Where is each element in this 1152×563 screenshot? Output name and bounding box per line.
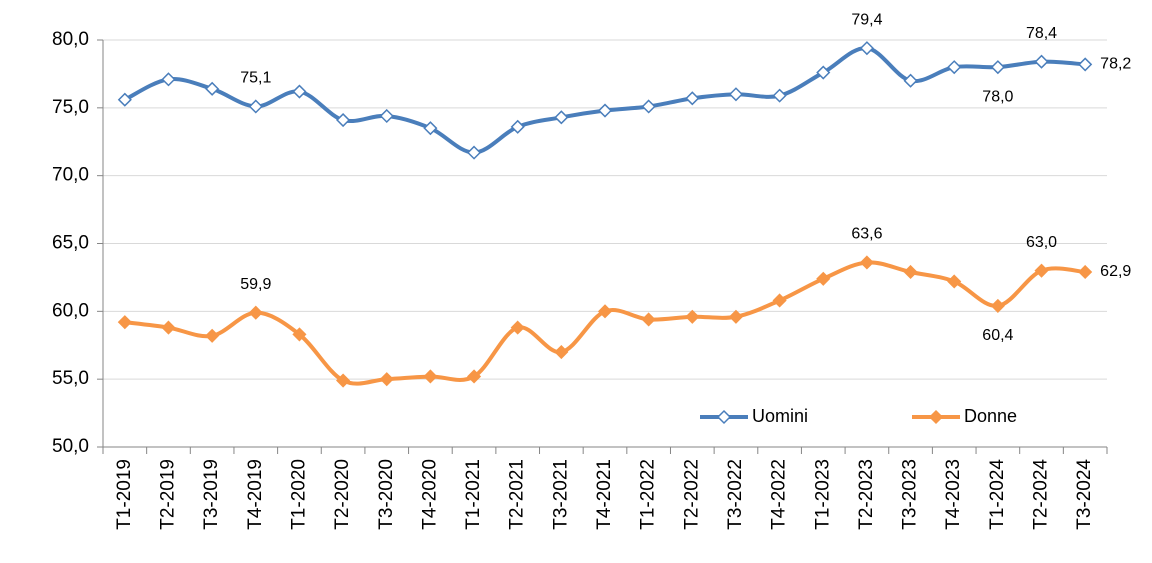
x-tick-label: T3-2022 xyxy=(725,459,746,530)
legend-marker xyxy=(928,409,944,425)
point-marker xyxy=(336,112,351,128)
point-marker xyxy=(816,271,831,286)
data-label: 79,4 xyxy=(851,11,882,28)
x-tick-label: T1-2021 xyxy=(463,459,484,530)
point-marker xyxy=(947,274,962,289)
data-label: 78,2 xyxy=(1100,56,1131,73)
point-marker xyxy=(685,309,700,324)
x-tick-label: T2-2023 xyxy=(856,459,877,530)
point-marker xyxy=(379,108,394,124)
y-tick-label: 80,0 xyxy=(52,29,89,50)
point-marker xyxy=(248,305,263,320)
y-tick-label: 65,0 xyxy=(52,233,89,254)
data-label: 75,1 xyxy=(240,70,271,87)
point-marker xyxy=(859,255,874,270)
point-marker xyxy=(205,328,220,343)
point-marker xyxy=(597,103,613,118)
point-marker xyxy=(336,373,351,388)
point-marker xyxy=(772,293,787,308)
legend-label: Donne xyxy=(964,406,1017,426)
y-tick-label: 60,0 xyxy=(52,300,89,321)
x-tick-label: T3-2023 xyxy=(900,459,921,530)
x-tick-label: T4-2022 xyxy=(769,459,790,530)
point-marker xyxy=(117,315,132,330)
x-tick-label: T1-2023 xyxy=(812,459,833,530)
series-line xyxy=(124,260,1086,386)
point-marker xyxy=(903,73,918,88)
point-marker xyxy=(248,99,263,114)
point-marker xyxy=(859,41,874,56)
point-marker xyxy=(466,369,482,384)
x-tick-label: T3-2019 xyxy=(201,459,222,530)
x-tick-label: T4-2023 xyxy=(943,459,964,530)
data-label: 62,9 xyxy=(1100,263,1131,280)
point-marker xyxy=(772,88,787,103)
x-tick-label: T1-2020 xyxy=(288,459,309,530)
point-marker xyxy=(641,99,656,114)
x-tick-label: T4-2020 xyxy=(419,459,440,530)
legend-marker xyxy=(716,409,732,425)
x-tick-label: T3-2024 xyxy=(1074,459,1095,530)
point-marker xyxy=(205,81,220,96)
point-marker xyxy=(947,60,962,75)
point-marker xyxy=(728,309,744,324)
data-label: 63,0 xyxy=(1026,234,1057,251)
point-marker xyxy=(510,119,525,134)
x-tick-label: T3-2021 xyxy=(550,459,571,530)
series-line xyxy=(123,46,1086,155)
y-tick-label: 50,0 xyxy=(52,436,89,457)
point-marker xyxy=(554,344,569,360)
point-marker xyxy=(990,60,1005,75)
x-tick-label: T2-2019 xyxy=(157,459,178,530)
x-tick-label: T2-2022 xyxy=(681,459,702,530)
x-tick-label: T1-2019 xyxy=(114,459,135,530)
y-tick-label: 55,0 xyxy=(52,368,89,389)
point-marker xyxy=(379,372,394,387)
x-tick-label: T3-2020 xyxy=(376,459,397,530)
point-marker xyxy=(685,91,700,106)
data-label: 59,9 xyxy=(240,276,271,293)
point-marker xyxy=(816,65,831,80)
x-tick-label: T1-2022 xyxy=(638,459,659,530)
point-marker xyxy=(161,320,176,335)
point-marker xyxy=(292,84,307,99)
data-label: 78,4 xyxy=(1026,25,1057,42)
point-marker xyxy=(423,121,438,136)
point-marker xyxy=(466,145,482,160)
point-marker xyxy=(597,304,613,319)
data-label: 78,0 xyxy=(982,88,1013,105)
point-marker xyxy=(641,312,656,327)
x-tick-label: T4-2021 xyxy=(594,459,615,530)
point-marker xyxy=(1078,264,1093,280)
point-marker xyxy=(161,72,176,87)
point-marker xyxy=(292,327,307,342)
point-marker xyxy=(728,87,744,102)
x-tick-label: T2-2020 xyxy=(332,459,353,530)
x-tick-label: T1-2024 xyxy=(987,459,1008,530)
point-marker xyxy=(1034,54,1049,69)
point-marker xyxy=(117,92,132,107)
point-marker xyxy=(990,298,1005,313)
point-marker xyxy=(903,264,918,280)
point-marker xyxy=(554,110,569,125)
x-tick-label: T4-2019 xyxy=(245,459,266,530)
point-marker xyxy=(1034,263,1049,278)
data-label: 60,4 xyxy=(982,327,1013,344)
point-marker xyxy=(1078,57,1093,72)
point-marker xyxy=(510,320,525,335)
y-tick-label: 75,0 xyxy=(52,97,89,118)
x-tick-label: T2-2021 xyxy=(507,459,528,530)
data-label: 63,6 xyxy=(851,226,882,243)
y-tick-label: 70,0 xyxy=(52,165,89,186)
point-marker xyxy=(423,369,438,384)
x-tick-label: T2-2024 xyxy=(1031,459,1052,530)
legend-label: Uomini xyxy=(752,406,808,426)
